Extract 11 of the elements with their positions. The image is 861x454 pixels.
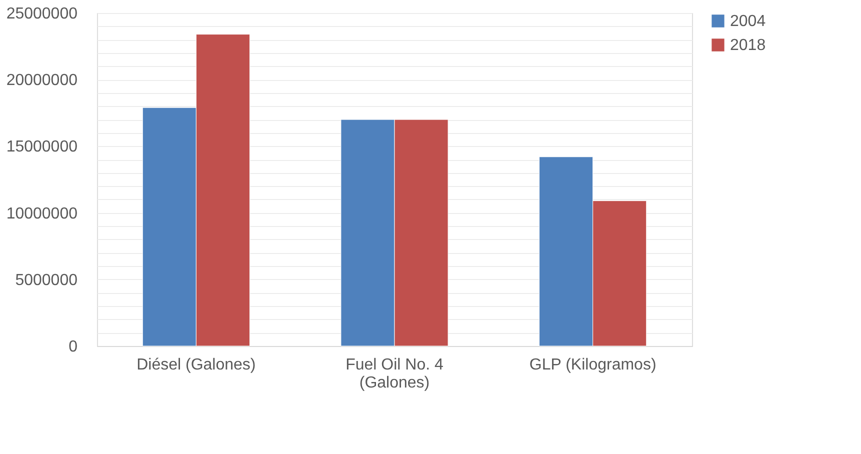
- x-tick-label: Fuel Oil No. 4 (Galones): [346, 356, 444, 392]
- x-tick-label: GLP (Kilogramos): [529, 356, 656, 374]
- x-tick-label: Diésel (Galones): [136, 356, 256, 374]
- y-tick-label: 25000000: [6, 6, 78, 22]
- legend-label: 2004: [730, 13, 766, 30]
- y-tick-label: 5000000: [15, 272, 78, 289]
- y-tick-label: 10000000: [6, 205, 78, 222]
- y-tick-label: 0: [68, 338, 78, 356]
- y-tick-label: 20000000: [6, 72, 78, 90]
- y-tick-label: 15000000: [6, 138, 78, 156]
- legend-label: 2018: [730, 37, 766, 54]
